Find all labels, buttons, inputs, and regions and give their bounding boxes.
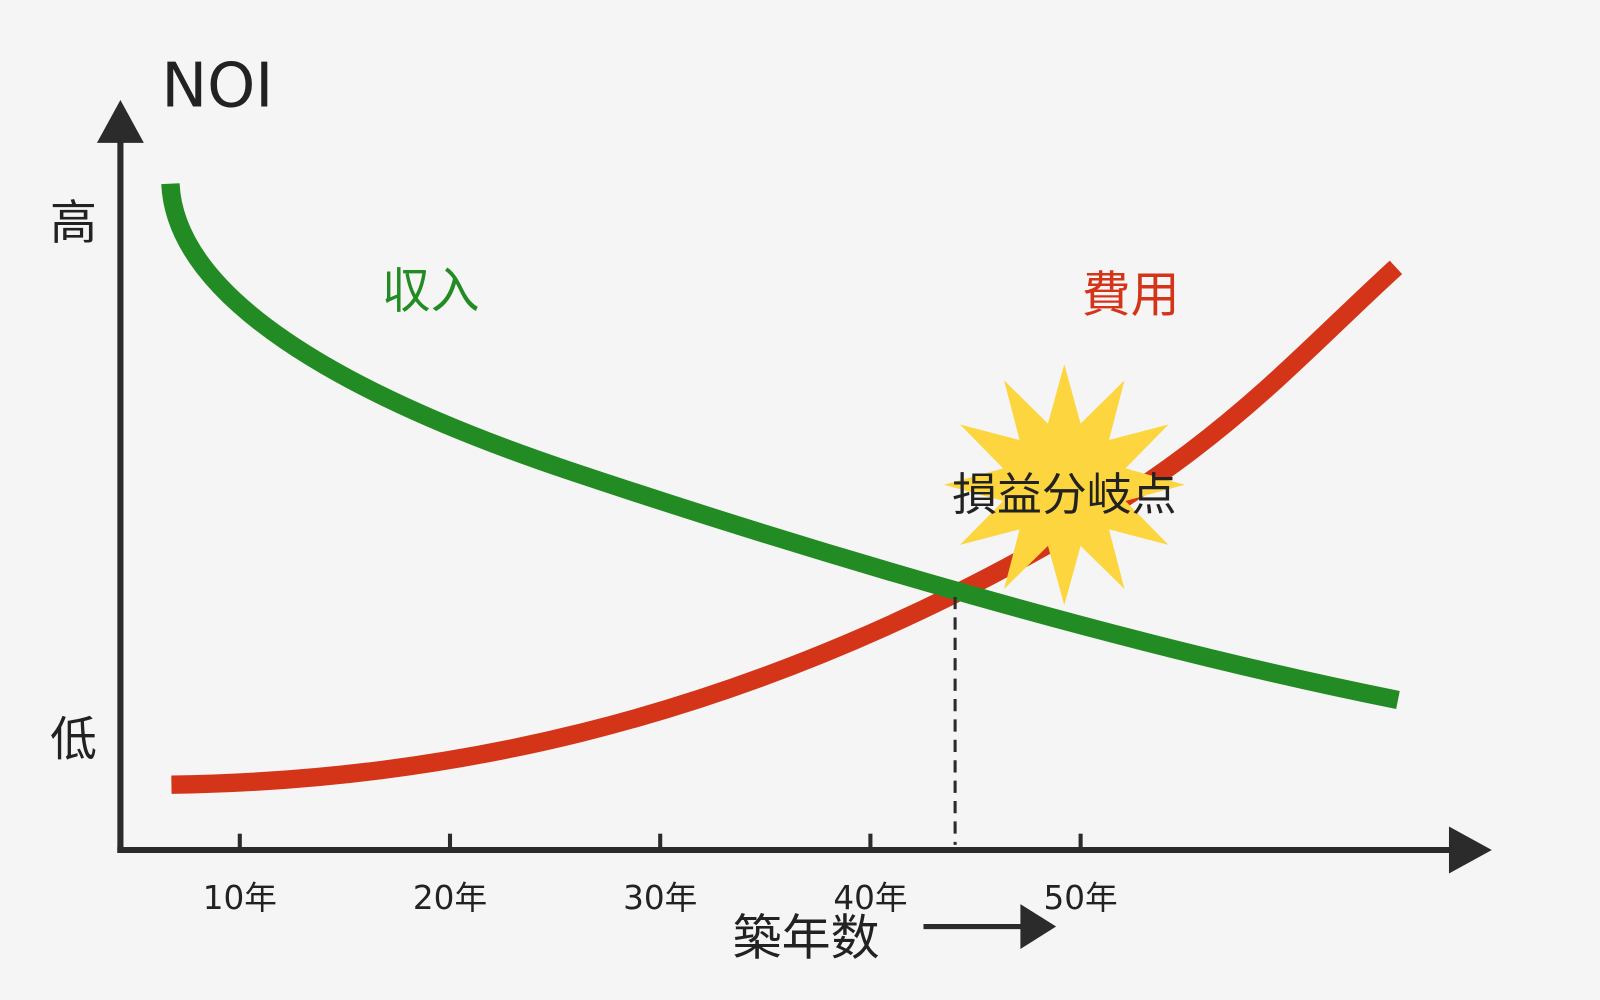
x-ticks xyxy=(237,833,1083,850)
y-axis-arrow xyxy=(96,100,144,143)
x-title-arrowhead xyxy=(1020,904,1057,949)
burst xyxy=(943,364,1185,606)
x-tick-label: 10年 xyxy=(203,879,277,917)
x-axis-title: 築年数 xyxy=(733,909,880,966)
y-high-label: 高 xyxy=(50,196,97,251)
x-tick-label: 50年 xyxy=(1044,879,1118,917)
cost-label: 費用 xyxy=(1082,266,1180,323)
annotation: 損益分岐点 xyxy=(952,468,1176,521)
y-low-label: 低 xyxy=(50,712,97,767)
x-tick-label: 30年 xyxy=(623,879,697,917)
y-axis-title: NOI xyxy=(161,50,273,121)
x-axis-arrow xyxy=(1448,826,1492,874)
income-label: 収入 xyxy=(382,262,480,319)
x-tick-label: 40年 xyxy=(833,879,907,917)
income-curve xyxy=(161,183,1400,710)
cost-curve xyxy=(171,260,1403,794)
x-tick-label: 20年 xyxy=(413,879,487,917)
